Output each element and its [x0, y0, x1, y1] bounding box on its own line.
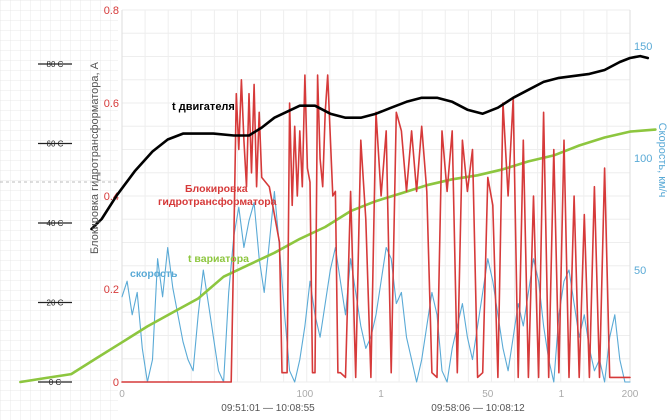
- variator-temp-annotation: t вариатора: [188, 253, 249, 265]
- lockup-annotation-line2: гидротрансформатора: [158, 196, 277, 208]
- temp-tick-label: 80 С: [47, 60, 64, 69]
- x-time-label: 09:51:01 — 10:08:55: [221, 403, 315, 414]
- x-time-label: 09:58:06 — 10:08:12: [431, 403, 525, 414]
- series-engine-temp: [90, 54, 650, 231]
- x-tick-label: 50: [482, 389, 494, 400]
- temp-tick-label: 20 С: [47, 299, 64, 308]
- temp-tick-label: 0 С: [49, 378, 62, 387]
- paper-grid-background: [0, 0, 118, 420]
- left-tick-label: 0.8: [104, 5, 119, 17]
- engine-temp-annotation: t двигателя: [172, 101, 235, 113]
- left-tick-label: 0.6: [104, 98, 119, 110]
- temperature-axis: 0 С 20 С 40 С 60 С 80 С: [38, 60, 72, 387]
- plot-grid: [121, 9, 631, 383]
- y-left-axis-label: Блокировка гидротрансформатора, А: [89, 61, 101, 254]
- x-tick-label: 200: [622, 389, 639, 400]
- left-tick-label: 0.2: [104, 284, 119, 296]
- right-tick-label: 50: [634, 265, 646, 277]
- series-variator-temp: [19, 128, 657, 384]
- right-tick-label: 150: [634, 41, 652, 53]
- speed-annotation: скорость: [130, 268, 178, 280]
- left-axis: 00.20.40.60.8: [104, 5, 123, 389]
- temp-tick-label: 60 С: [47, 140, 64, 149]
- x-tick-label: 1: [559, 389, 565, 400]
- left-tick-label: 0: [113, 377, 119, 389]
- lockup-annotation-line1: Блокировка: [185, 183, 248, 195]
- right-axis: 50 100 150: [629, 10, 652, 382]
- series-layer: [19, 54, 657, 384]
- series-lockup: [121, 74, 631, 383]
- x-axis: 0 100 1 50 1 200 09:51:01 — 10:08:55 09:58:06 —…: [119, 389, 639, 414]
- x-tick-label: 100: [297, 389, 314, 400]
- y-right-axis-label: Скорость, км/ч: [656, 123, 668, 198]
- x-tick-label: 1: [378, 389, 384, 400]
- right-tick-label: 100: [634, 153, 652, 165]
- x-tick-label: 0: [119, 389, 125, 400]
- temp-tick-label: 40 С: [47, 219, 64, 228]
